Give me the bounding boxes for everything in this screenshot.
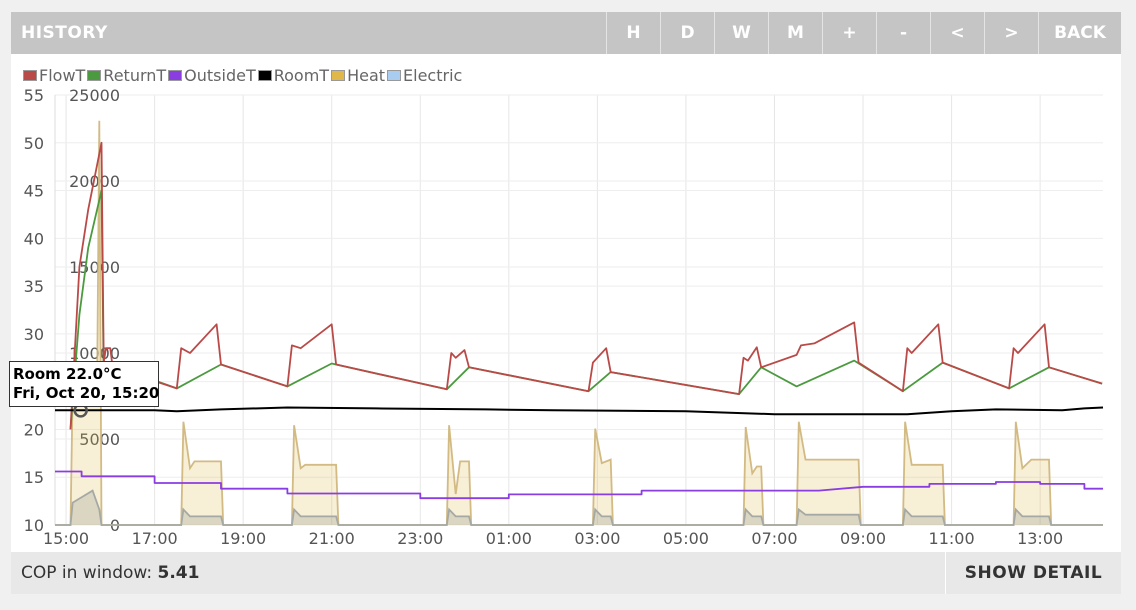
day-view-button[interactable]: D xyxy=(660,12,714,54)
legend-swatch-flowt xyxy=(23,69,37,81)
page-title: HISTORY xyxy=(21,23,108,43)
week-view-button[interactable]: W xyxy=(714,12,768,54)
header-bar: HISTORY H D W M + - < > BACK xyxy=(11,12,1121,54)
y-left-tick-label: 20 xyxy=(24,420,44,439)
legend-swatch-heat xyxy=(331,69,346,81)
y-left-tick-label: 45 xyxy=(24,182,44,201)
zoom-in-button[interactable]: + xyxy=(822,12,876,54)
cop-label: COP in window: xyxy=(21,563,153,583)
pan-right-button[interactable]: > xyxy=(984,12,1038,54)
hour-view-button[interactable]: H xyxy=(606,12,660,54)
x-tick-label: 23:00 xyxy=(397,529,443,548)
series-line-heat xyxy=(55,120,1103,526)
y-right-tick-label: 15000 xyxy=(69,258,120,277)
legend-swatch-roomt xyxy=(257,69,272,81)
legend-swatch-returnt xyxy=(87,69,102,81)
legend-item-returnt[interactable]: ReturnT xyxy=(87,66,166,85)
series-line-returnt xyxy=(69,189,1103,430)
x-tick-label: 05:00 xyxy=(663,529,709,548)
pan-left-button[interactable]: < xyxy=(930,12,984,54)
history-chart[interactable]: 15:00 17:00 19:00 21:00 23:00 01:00 03:00 05:00… xyxy=(11,12,1121,552)
y-left-tick-label: 30 xyxy=(24,325,44,344)
cop-readout: COP in window: 5.41 xyxy=(21,552,199,594)
series-line-electric xyxy=(55,489,1103,526)
y-left-tick-label: 15 xyxy=(24,468,44,487)
x-tick-label: 15:00 xyxy=(43,529,89,548)
cop-value: 5.41 xyxy=(157,563,200,583)
series-line-flowt xyxy=(69,141,1103,430)
x-tick-label: 07:00 xyxy=(751,529,797,548)
legend-label-flowt: FlowT xyxy=(39,65,86,85)
x-tick-label: 19:00 xyxy=(220,529,266,548)
legend-swatch-electric xyxy=(387,69,402,81)
tooltip-time: Fri, Oct 20, 15:20 xyxy=(13,384,160,402)
y-left-tick-label: 40 xyxy=(24,229,44,248)
legend-label-outsidet: OutsideT xyxy=(184,65,256,85)
month-view-button[interactable]: M xyxy=(768,12,822,54)
y-right-tick-label: 25000 xyxy=(69,86,120,105)
legend-label-heat: Heat xyxy=(347,65,386,85)
legend-item-heat[interactable]: Heat xyxy=(331,66,385,85)
legend-label-roomt: RoomT xyxy=(273,65,330,85)
chart-tooltip: Room 22.0°C Fri, Oct 20, 15:20 xyxy=(9,361,159,407)
legend-item-roomt[interactable]: RoomT xyxy=(257,65,330,85)
series-line-outsidet xyxy=(55,470,1103,500)
y-right-tick-label: 5000 xyxy=(79,430,120,449)
y-left-tick-label: 55 xyxy=(24,86,44,105)
history-panel: HISTORY H D W M + - < > BACK FlowT Retur… xyxy=(9,12,1121,594)
y-left-tick-label: 50 xyxy=(24,134,44,153)
legend-swatch-outsidet xyxy=(168,69,183,81)
series-line-roomt xyxy=(55,406,1104,416)
zoom-out-button[interactable]: - xyxy=(876,12,930,54)
tooltip-value: Room 22.0°C xyxy=(13,365,122,383)
legend-item-outsidet[interactable]: OutsideT xyxy=(168,66,256,85)
back-button[interactable]: BACK xyxy=(1038,12,1121,54)
show-detail-button[interactable]: SHOW DETAIL xyxy=(945,552,1121,594)
x-tick-label: 17:00 xyxy=(132,529,178,548)
x-tick-label: 03:00 xyxy=(574,529,620,548)
legend-label-returnt: ReturnT xyxy=(103,65,167,85)
y-left-tick-label: 10 xyxy=(24,516,44,535)
x-tick-label: 13:00 xyxy=(1017,529,1063,548)
y-left-tick-label: 35 xyxy=(24,277,44,296)
legend-item-flowt[interactable]: FlowT xyxy=(23,66,85,85)
x-tick-label: 01:00 xyxy=(486,529,532,548)
legend-label-electric: Electric xyxy=(403,65,463,85)
chart-legend: FlowT ReturnT OutsideT RoomT Heat Electr… xyxy=(23,65,464,85)
x-tick-label: 21:00 xyxy=(309,529,355,548)
x-tick-label: 09:00 xyxy=(840,529,886,548)
footer-bar: COP in window: 5.41 SHOW DETAIL xyxy=(11,552,1121,594)
x-tick-label: 11:00 xyxy=(929,529,975,548)
legend-item-electric[interactable]: Electric xyxy=(387,66,462,85)
